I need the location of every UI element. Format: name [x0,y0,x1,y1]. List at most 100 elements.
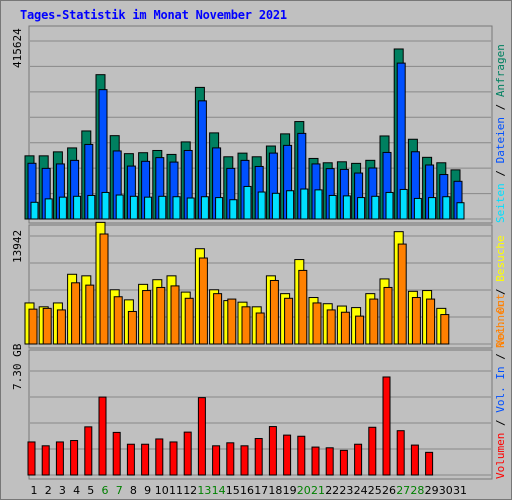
hits-bar-seiten [115,194,124,220]
hits-bar-seiten [357,197,366,220]
visits-bar-rechner [113,296,123,345]
volume-legend-entry: Volumen [494,433,507,479]
hits-bar-seiten [73,195,82,220]
visits-bar-rechner [85,284,95,345]
visits-bar-rechner [255,312,265,345]
hits-bar-seiten [413,197,422,220]
hits-bar-seiten [442,196,451,220]
x-tick-label: 20 [297,484,311,497]
visits-legend-entry: Besuche [494,235,507,281]
x-tick-label: 14 [212,484,226,497]
volume-bar-volumen [339,449,348,476]
hits-bar-seiten [144,196,153,220]
volume-bar-volumen [410,444,419,476]
x-tick-label: 25 [368,484,382,497]
visits-bar-rechner [312,302,322,345]
x-tick-label: 13 [197,484,211,497]
hits-bar-seiten [456,202,465,220]
x-tick-label: 26 [382,484,396,497]
hits-bar-seiten [186,197,195,220]
volume-bar-volumen [126,443,135,476]
volume-bar-volumen [212,445,221,476]
visits-legend-entry: / [494,282,507,302]
volume-bar-volumen [169,441,178,476]
x-tick-label: 22 [325,484,339,497]
x-tick-label: 11 [169,484,183,497]
x-tick-label: 17 [254,484,268,497]
volume-panel-border [28,349,493,480]
x-tick-label: 9 [144,484,151,497]
x-tick-label: 19 [283,484,297,497]
volume-bar-volumen [155,438,164,476]
hits-bar-seiten [200,196,209,220]
volume-ymax-label: 7.30 GB [11,343,24,390]
visits-bar-rechner [213,293,223,345]
hits-bar-seiten [328,194,337,220]
visits-bar-rechner [42,307,52,345]
volume-bar-volumen [41,445,50,476]
volume-legend-entry: / [494,413,507,433]
volume-bar-volumen [311,446,320,476]
hits-legend-entry: Seiten [494,183,507,223]
volume-bar-volumen [368,426,377,476]
x-tick-label: 3 [59,484,66,497]
visits-bar-rechner [227,298,237,345]
volume-legend: Volumen / Vol. In / Vol. Out [494,294,507,479]
visits-bar-rechner [156,286,166,345]
hits-bar-seiten [229,199,238,220]
volume-bar-volumen [141,443,150,476]
x-tick-label: 16 [240,484,254,497]
x-tick-label: 31 [453,484,467,497]
hits-bar-seiten [158,195,167,220]
visits-bar-rechner [340,311,350,345]
hits-legend-entry: Anfragen [494,44,507,97]
volume-bar-volumen [425,451,434,476]
visits-bar-rechner [284,297,294,345]
x-tick-label: 23 [339,484,353,497]
volume-bar-volumen [55,441,64,476]
x-tick-label: 27 [396,484,410,497]
x-tick-label: 7 [116,484,123,497]
visits-bar-rechner [326,309,336,345]
visits-bar-rechner [99,233,109,345]
hits-bar-seiten [101,191,110,220]
visits-bar-rechner [71,282,81,345]
visits-panel-border [28,224,493,349]
volume-bar-volumen [297,435,306,476]
visits-bar-rechner [369,298,379,345]
x-tick-label: 5 [87,484,94,497]
visits-bar-rechner [355,315,365,345]
hits-bar-seiten [271,192,280,220]
hits-bar-seiten [385,191,394,220]
volume-bar-volumen [382,376,391,476]
volume-bar-volumen [27,441,36,476]
x-tick-label: 18 [268,484,282,497]
hits-bar-seiten [243,185,252,220]
hits-ymax-label: 415624 [11,28,24,68]
hits-bar-seiten [30,201,39,220]
hits-bar-seiten [215,197,224,220]
visits-bar-rechner [397,243,407,345]
volume-legend-entry: Vol. Out [494,294,507,347]
x-tick-label: 1 [31,484,38,497]
volume-bar-volumen [268,426,277,476]
hits-bar-seiten [342,195,351,220]
volume-bar-volumen [325,447,334,476]
x-tick-label: 15 [226,484,240,497]
chart-title: Tages-Statistik im Monat November 2021 [20,8,287,22]
hits-bar-seiten [399,188,408,220]
x-tick-label: 24 [354,484,368,497]
x-tick-label: 12 [183,484,197,497]
volume-bar-volumen [84,426,93,476]
visits-bar-rechner [184,297,194,345]
x-tick-label: 30 [439,484,453,497]
hits-bar-seiten [172,196,181,220]
x-tick-label: 4 [73,484,80,497]
hits-bar-seiten [371,195,380,220]
hits-bar-seiten [286,190,295,220]
x-tick-label: 29 [425,484,439,497]
hits-bar-seiten [428,197,437,220]
hits-legend: Seiten / Dateien / Anfragen [494,44,507,223]
hits-legend-entry: Dateien [494,117,507,163]
